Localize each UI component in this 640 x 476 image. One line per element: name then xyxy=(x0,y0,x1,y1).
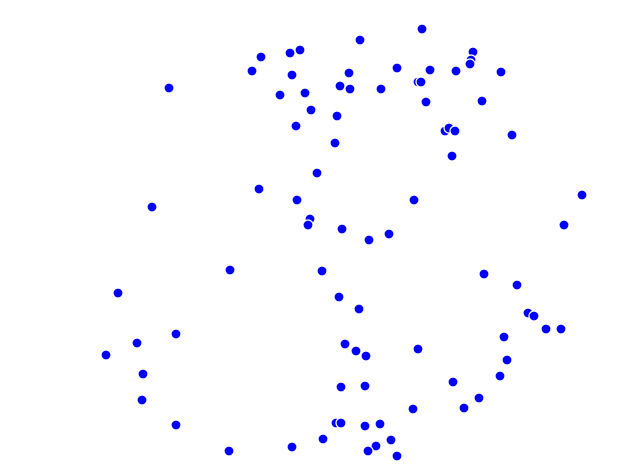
point xyxy=(100,349,112,361)
point xyxy=(478,268,490,280)
point xyxy=(511,279,523,291)
point xyxy=(450,65,462,77)
point xyxy=(374,418,386,430)
point xyxy=(137,368,149,380)
field-lines xyxy=(51,2,589,474)
point xyxy=(136,394,148,406)
point xyxy=(350,345,362,357)
point xyxy=(343,67,355,79)
point xyxy=(335,417,347,429)
point xyxy=(416,23,428,35)
point xyxy=(363,234,375,246)
point xyxy=(299,87,311,99)
point xyxy=(385,434,397,446)
point xyxy=(311,167,323,179)
boundary xyxy=(51,2,589,474)
point xyxy=(253,183,265,195)
point xyxy=(391,62,403,74)
point xyxy=(146,201,158,213)
point xyxy=(316,265,328,277)
point xyxy=(255,51,267,63)
point xyxy=(449,125,461,137)
point xyxy=(344,83,356,95)
point xyxy=(375,83,387,95)
point xyxy=(291,194,303,206)
point xyxy=(329,137,341,149)
point xyxy=(131,337,143,349)
point xyxy=(274,89,286,101)
point xyxy=(370,440,382,452)
point xyxy=(354,34,366,46)
point xyxy=(246,65,258,77)
point xyxy=(473,392,485,404)
point xyxy=(333,291,345,303)
point xyxy=(391,450,403,462)
point xyxy=(170,328,182,340)
point xyxy=(335,381,347,393)
point xyxy=(290,120,302,132)
point xyxy=(476,95,488,107)
goal-posts xyxy=(53,203,587,272)
point xyxy=(360,350,372,362)
point xyxy=(528,310,540,322)
point xyxy=(576,189,588,201)
point xyxy=(501,354,513,366)
point xyxy=(447,376,459,388)
point xyxy=(558,219,570,231)
point xyxy=(336,223,348,235)
point xyxy=(163,82,175,94)
point xyxy=(506,129,518,141)
point xyxy=(284,47,296,59)
left-arc xyxy=(116,83,224,393)
point xyxy=(464,58,476,70)
point xyxy=(317,433,329,445)
point xyxy=(383,228,395,240)
point xyxy=(458,402,470,414)
point xyxy=(362,445,374,457)
point xyxy=(494,370,506,382)
right-arc xyxy=(416,83,524,393)
point xyxy=(495,66,507,78)
point xyxy=(223,445,235,457)
point xyxy=(339,338,351,350)
point xyxy=(555,323,567,335)
point xyxy=(353,303,365,315)
point xyxy=(112,287,124,299)
point xyxy=(286,441,298,453)
point xyxy=(334,80,346,92)
point xyxy=(420,96,432,108)
point xyxy=(294,44,306,56)
points xyxy=(100,23,588,462)
point xyxy=(224,264,236,276)
point xyxy=(170,419,182,431)
centre-square xyxy=(237,154,404,321)
point xyxy=(305,104,317,116)
point xyxy=(408,194,420,206)
point xyxy=(331,110,343,122)
right-goal-square xyxy=(558,227,587,248)
point xyxy=(359,420,371,432)
point xyxy=(407,403,419,415)
point xyxy=(359,380,371,392)
point xyxy=(424,64,436,76)
point xyxy=(412,343,424,355)
point xyxy=(302,219,314,231)
point xyxy=(286,69,298,81)
point xyxy=(415,76,427,88)
point xyxy=(446,150,458,162)
point xyxy=(540,323,552,335)
left-goal-square xyxy=(53,227,82,248)
point xyxy=(498,331,510,343)
